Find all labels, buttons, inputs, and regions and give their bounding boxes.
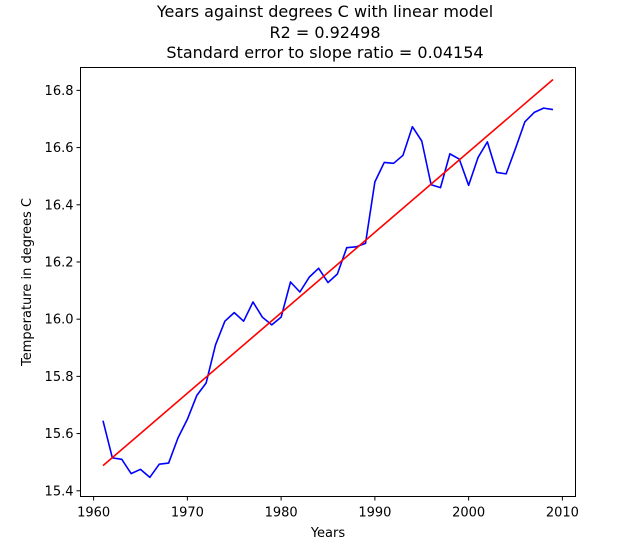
chart-title-line-1: Years against degrees C with linear mode… [156,2,493,21]
x-tick-label: 2010 [546,506,579,521]
y-tick-label: 16.4 [45,198,74,213]
y-tick-label: 15.4 [45,484,74,499]
chart-title-line-3: Standard error to slope ratio = 0.04154 [166,43,483,62]
y-tick-label: 16.2 [45,255,74,270]
y-axis-label: Temperature in degrees C [20,198,35,367]
x-tick-label: 1960 [77,506,110,521]
chart-title-line-2: R2 = 0.92498 [269,23,380,42]
y-tick-label: 16.8 [45,84,74,99]
x-axis-label: Years [310,526,346,541]
x-tick-label: 2000 [452,506,485,521]
x-tick-label: 1970 [171,506,204,521]
series-linear-model-line [102,78,554,467]
y-tick-label: 15.8 [45,370,74,385]
y-tick-label: 16.0 [45,313,74,328]
axes-frame [80,67,576,497]
y-tick-label: 15.6 [45,427,74,442]
x-tick-label: 1980 [265,506,298,521]
y-tick-label: 16.6 [45,141,74,156]
plot-area [102,78,554,479]
series-observed-line [102,107,554,479]
x-tick-label: 1990 [358,506,391,521]
